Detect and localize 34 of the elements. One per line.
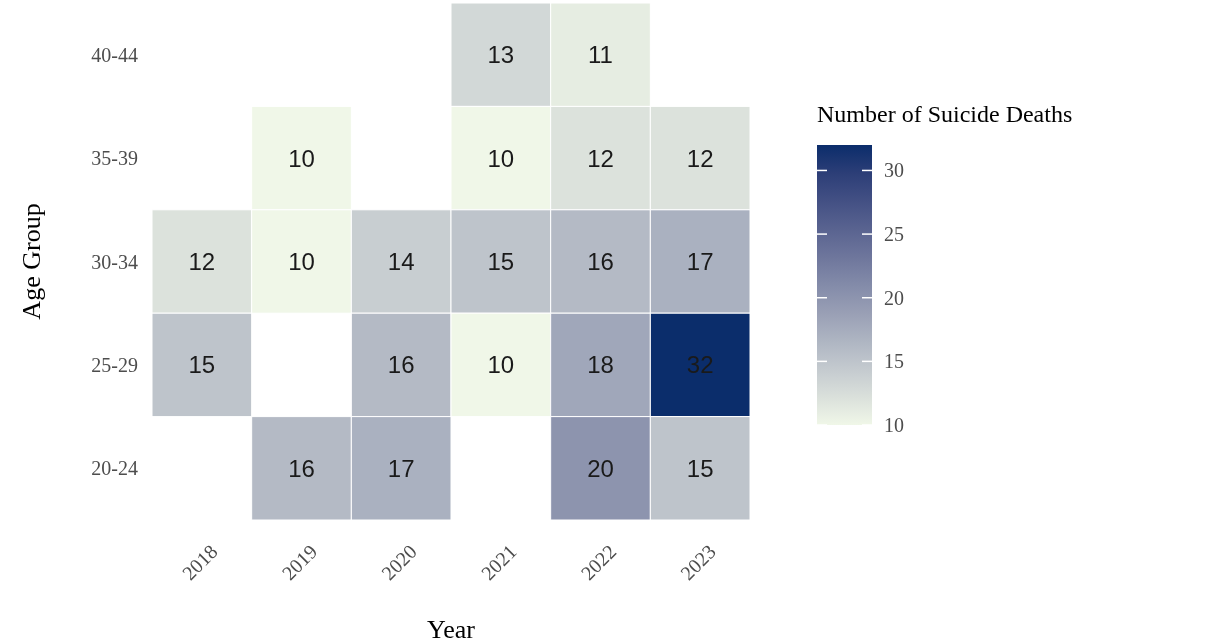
y-tick-label: 35-39	[91, 147, 138, 170]
data-label: 13	[487, 41, 515, 69]
data-label: 17	[387, 454, 415, 482]
data-label: 12	[686, 144, 714, 172]
data-label: 12	[587, 144, 614, 172]
color-bar-label: 10	[884, 414, 904, 436]
data-label: 20	[587, 454, 614, 482]
color-bar-label: 15	[884, 350, 904, 373]
data-label: 11	[588, 41, 613, 69]
data-label: 14	[387, 247, 415, 275]
data-label: 16	[587, 247, 614, 275]
data-label: 18	[587, 351, 614, 379]
data-label: 15	[686, 454, 714, 482]
color-bar-label: 20	[884, 286, 904, 309]
color-bar-label: 30	[884, 159, 904, 182]
x-axis-title: Year	[427, 615, 476, 644]
y-axis-title: Age Group	[17, 203, 46, 320]
data-label: 15	[188, 351, 216, 379]
data-label: 17	[686, 247, 714, 275]
y-tick-label: 25-29	[91, 353, 138, 376]
data-label: 16	[288, 454, 315, 482]
color-bar-title: Number of Suicide Deaths	[817, 101, 1073, 127]
data-label: 10	[487, 351, 515, 379]
y-tick-label: 40-44	[91, 43, 138, 66]
data-label: 16	[387, 351, 415, 379]
data-label: 12	[188, 247, 216, 275]
color-bar-label: 25	[884, 223, 904, 246]
data-label: 10	[487, 144, 515, 172]
data-label: 10	[288, 247, 315, 275]
data-label: 10	[288, 144, 315, 172]
y-tick-label: 30-34	[91, 250, 138, 273]
y-tick-label: 20-24	[91, 457, 138, 480]
data-label: 15	[487, 247, 515, 275]
data-label: 32	[686, 351, 714, 379]
